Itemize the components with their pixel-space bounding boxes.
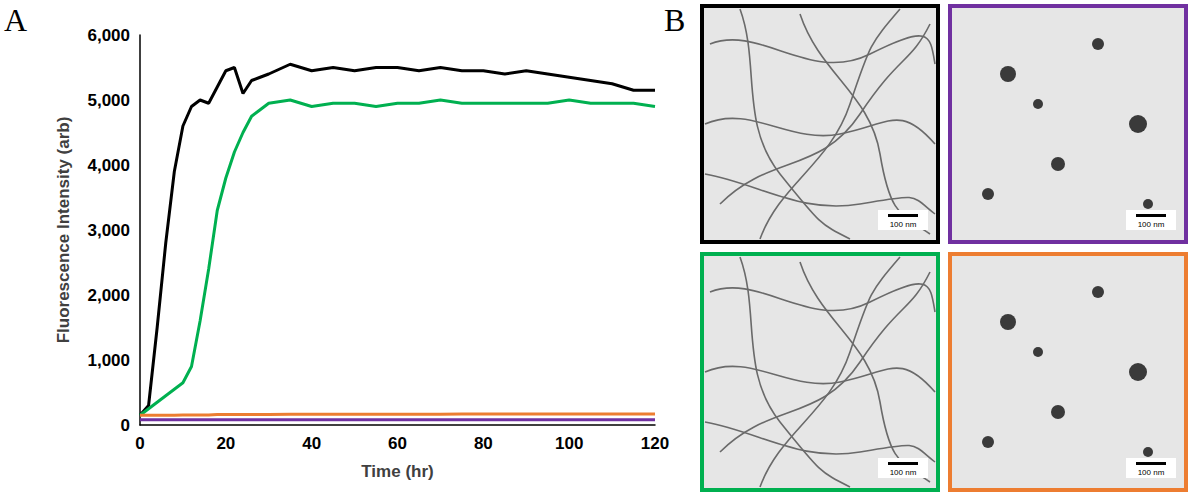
svg-text:6,000: 6,000 — [87, 26, 130, 45]
svg-text:100 nm: 100 nm — [1138, 220, 1165, 229]
svg-text:5,000: 5,000 — [87, 91, 130, 110]
svg-text:1,000: 1,000 — [87, 351, 130, 370]
svg-text:4,000: 4,000 — [87, 156, 130, 175]
svg-text:60: 60 — [388, 434, 407, 453]
svg-text:100 nm: 100 nm — [890, 468, 917, 477]
svg-text:100: 100 — [555, 434, 583, 453]
svg-text:100 nm: 100 nm — [1138, 468, 1165, 477]
svg-text:80: 80 — [474, 434, 493, 453]
svg-text:0: 0 — [135, 434, 144, 453]
svg-text:3,000: 3,000 — [87, 221, 130, 240]
svg-text:120: 120 — [641, 434, 669, 453]
svg-text:2,000: 2,000 — [87, 286, 130, 305]
svg-text:Fluorescence Intensity (arb): Fluorescence Intensity (arb) — [54, 117, 73, 344]
html-text:A: A — [4, 2, 28, 38]
svg-text:100 nm: 100 nm — [890, 220, 917, 229]
html-text:B: B — [664, 2, 686, 38]
svg-text:0: 0 — [121, 416, 130, 435]
svg-text:Time (hr): Time (hr) — [361, 462, 433, 481]
svg-text:40: 40 — [302, 434, 321, 453]
svg-text:20: 20 — [216, 434, 235, 453]
